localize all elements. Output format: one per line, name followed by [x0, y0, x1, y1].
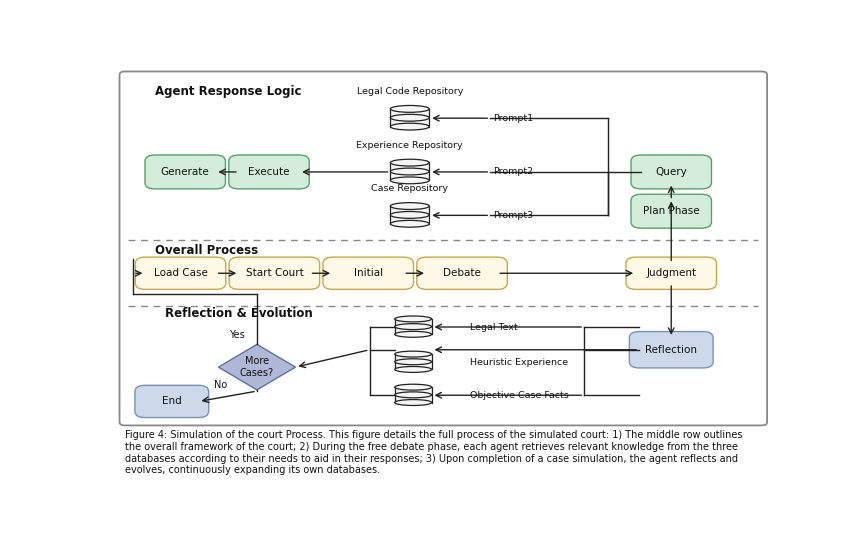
- Bar: [394, 387, 432, 403]
- Text: Objective Case Facts: Objective Case Facts: [471, 391, 569, 400]
- Text: Experience Repository: Experience Repository: [356, 141, 463, 150]
- FancyBboxPatch shape: [135, 257, 226, 289]
- Text: No: No: [215, 380, 227, 390]
- Text: Reflection & Evolution: Reflection & Evolution: [165, 307, 313, 320]
- Text: Case Repository: Case Repository: [371, 184, 448, 193]
- Text: Reflection: Reflection: [645, 345, 697, 355]
- Text: evolves, continuously expanding its own databases.: evolves, continuously expanding its own …: [125, 465, 380, 475]
- Text: Agent Response Logic: Agent Response Logic: [155, 85, 302, 98]
- FancyBboxPatch shape: [631, 155, 711, 189]
- Text: Prompt1: Prompt1: [494, 114, 534, 122]
- Ellipse shape: [394, 359, 432, 365]
- FancyBboxPatch shape: [626, 257, 716, 289]
- Ellipse shape: [394, 366, 432, 372]
- Ellipse shape: [390, 168, 429, 175]
- Ellipse shape: [390, 202, 429, 209]
- Bar: [394, 319, 432, 335]
- FancyBboxPatch shape: [119, 71, 767, 425]
- Text: the overall framework of the court; 2) During the free debate phase, each agent : the overall framework of the court; 2) D…: [125, 442, 738, 452]
- Text: Query: Query: [656, 167, 687, 177]
- Ellipse shape: [394, 392, 432, 398]
- Ellipse shape: [390, 114, 429, 121]
- FancyBboxPatch shape: [630, 331, 713, 368]
- FancyBboxPatch shape: [417, 257, 508, 289]
- Text: Judgment: Judgment: [646, 268, 696, 278]
- Text: Legal Code Repository: Legal Code Repository: [356, 87, 463, 96]
- Text: Execute: Execute: [248, 167, 290, 177]
- Text: Initial: Initial: [354, 268, 383, 278]
- Ellipse shape: [394, 331, 432, 337]
- Text: Prompt3: Prompt3: [494, 211, 534, 220]
- Ellipse shape: [390, 177, 429, 184]
- Ellipse shape: [390, 159, 429, 166]
- Text: Load Case: Load Case: [154, 268, 208, 278]
- Ellipse shape: [394, 400, 432, 405]
- Text: Figure 4: Simulation of the court Process. This figure details the full process : Figure 4: Simulation of the court Proces…: [125, 430, 742, 440]
- Ellipse shape: [390, 220, 429, 227]
- Polygon shape: [218, 344, 296, 390]
- Ellipse shape: [394, 351, 432, 357]
- Text: Debate: Debate: [443, 268, 481, 278]
- FancyBboxPatch shape: [229, 257, 320, 289]
- Ellipse shape: [394, 384, 432, 390]
- FancyBboxPatch shape: [228, 155, 310, 189]
- Ellipse shape: [394, 324, 432, 330]
- Text: Start Court: Start Court: [246, 268, 304, 278]
- Bar: [390, 109, 429, 127]
- FancyBboxPatch shape: [135, 386, 208, 418]
- Text: Plan Phase: Plan Phase: [643, 206, 700, 216]
- Text: databases according to their needs to aid in their responses; 3) Upon completion: databases according to their needs to ai…: [125, 454, 738, 463]
- Ellipse shape: [390, 105, 429, 112]
- Text: Heuristic Experience: Heuristic Experience: [471, 358, 568, 367]
- Text: Generate: Generate: [161, 167, 209, 177]
- FancyBboxPatch shape: [323, 257, 413, 289]
- Bar: [390, 163, 429, 180]
- Ellipse shape: [394, 316, 432, 322]
- FancyBboxPatch shape: [631, 194, 711, 228]
- Ellipse shape: [390, 212, 429, 219]
- Bar: [390, 206, 429, 224]
- FancyBboxPatch shape: [145, 155, 226, 189]
- Bar: [394, 354, 432, 369]
- Text: End: End: [162, 396, 182, 407]
- Text: Overall Process: Overall Process: [155, 244, 258, 257]
- Text: Legal Text: Legal Text: [471, 323, 518, 331]
- Text: Yes: Yes: [229, 330, 245, 340]
- Text: Prompt2: Prompt2: [494, 168, 534, 177]
- Ellipse shape: [390, 123, 429, 130]
- Text: More
Cases?: More Cases?: [240, 357, 274, 378]
